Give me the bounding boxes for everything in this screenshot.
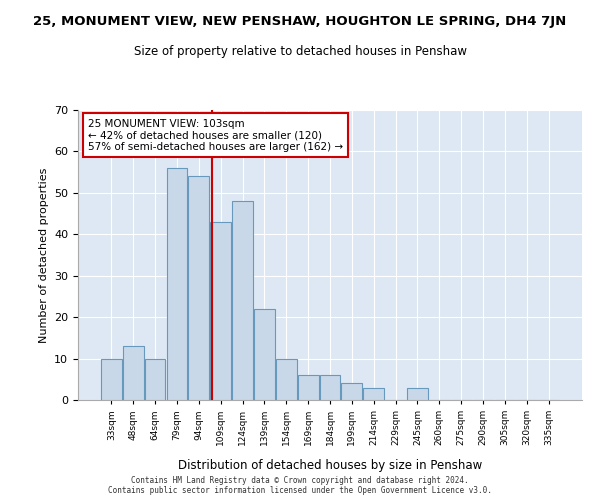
Bar <box>188 176 209 400</box>
Bar <box>123 346 143 400</box>
Bar <box>101 358 122 400</box>
Bar <box>232 201 253 400</box>
Bar <box>364 388 384 400</box>
X-axis label: Distribution of detached houses by size in Penshaw: Distribution of detached houses by size … <box>178 460 482 472</box>
Text: 25 MONUMENT VIEW: 103sqm
← 42% of detached houses are smaller (120)
57% of semi-: 25 MONUMENT VIEW: 103sqm ← 42% of detach… <box>88 118 343 152</box>
Bar <box>145 358 166 400</box>
Bar <box>341 384 362 400</box>
Text: Size of property relative to detached houses in Penshaw: Size of property relative to detached ho… <box>133 45 467 58</box>
Bar <box>320 375 340 400</box>
Text: 25, MONUMENT VIEW, NEW PENSHAW, HOUGHTON LE SPRING, DH4 7JN: 25, MONUMENT VIEW, NEW PENSHAW, HOUGHTON… <box>34 15 566 28</box>
Bar <box>167 168 187 400</box>
Bar <box>298 375 319 400</box>
Bar <box>407 388 428 400</box>
Bar <box>254 309 275 400</box>
Y-axis label: Number of detached properties: Number of detached properties <box>38 168 49 342</box>
Bar <box>210 222 231 400</box>
Text: Contains HM Land Registry data © Crown copyright and database right 2024.
Contai: Contains HM Land Registry data © Crown c… <box>108 476 492 495</box>
Bar <box>276 358 296 400</box>
